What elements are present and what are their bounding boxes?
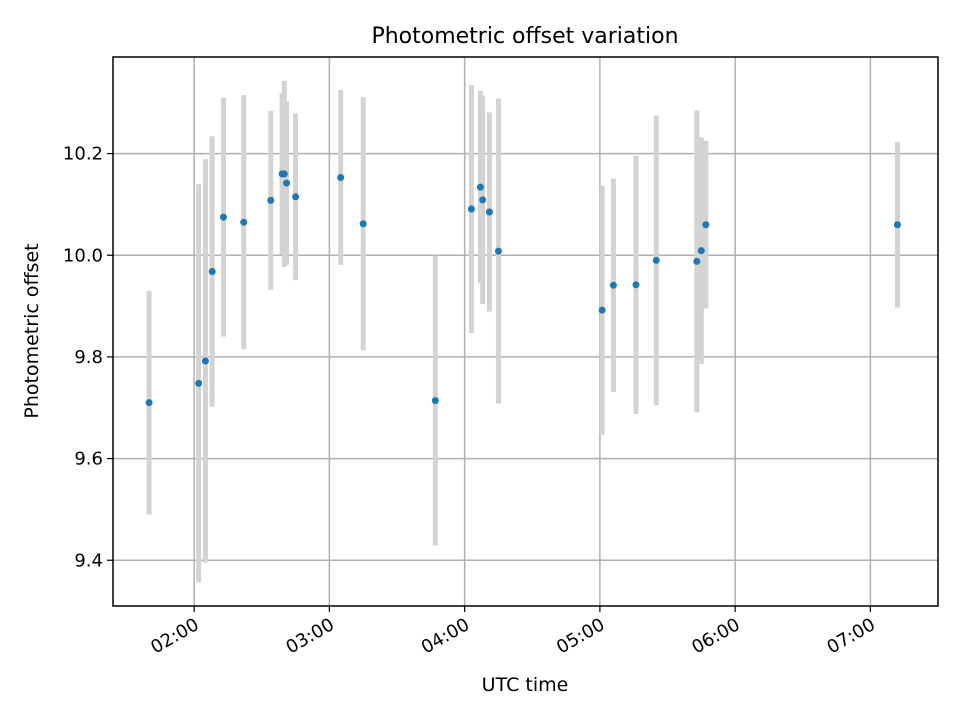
data-point <box>693 257 701 265</box>
data-point <box>208 268 216 276</box>
data-point <box>145 399 153 407</box>
data-point <box>476 183 484 191</box>
y-axis: 9.4 9.6 9.8 10.0 10.2 <box>63 144 113 571</box>
x-tick-label: 02:00 <box>147 614 202 658</box>
data-point <box>494 247 502 255</box>
y-tick-label: 10.2 <box>63 144 103 165</box>
grid <box>113 57 938 606</box>
data-point <box>195 379 203 387</box>
x-tick-label: 07:00 <box>823 614 878 658</box>
data-point <box>632 281 640 289</box>
data-point <box>240 218 248 226</box>
x-tick-label: 05:00 <box>553 614 608 658</box>
data-point <box>609 281 617 289</box>
x-tick-label: 04:00 <box>418 614 473 658</box>
y-tick-label: 9.8 <box>74 347 103 368</box>
plot-frame <box>112 56 939 607</box>
chart-title: Photometric offset variation <box>371 24 678 49</box>
y-tick-label: 10.0 <box>63 245 103 266</box>
data-point <box>283 179 291 187</box>
data-point <box>431 397 439 405</box>
x-axis-label: UTC time <box>482 674 569 696</box>
data-point <box>485 208 493 216</box>
data-point <box>292 193 300 201</box>
y-tick-label: 9.4 <box>74 550 103 571</box>
x-tick-label: 03:00 <box>282 614 337 658</box>
data-point <box>201 357 209 365</box>
x-axis: 02:00 03:00 04:00 05:00 06:00 07:00 <box>147 606 879 658</box>
data-point <box>467 205 475 213</box>
data-point <box>337 173 345 181</box>
data-point <box>702 221 710 229</box>
data-point <box>697 247 705 255</box>
data-point <box>598 306 606 314</box>
x-tick-label: 06:00 <box>688 614 743 658</box>
data-points <box>145 170 901 407</box>
y-tick-label: 9.6 <box>74 449 103 470</box>
y-axis-label: Photometric offset <box>21 243 43 418</box>
data-point <box>267 196 275 204</box>
data-point <box>652 256 660 264</box>
data-point <box>893 221 901 229</box>
data-point <box>359 220 367 228</box>
error-bars <box>146 80 900 583</box>
data-point <box>479 196 487 204</box>
data-point <box>219 213 227 221</box>
data-point <box>280 170 288 178</box>
